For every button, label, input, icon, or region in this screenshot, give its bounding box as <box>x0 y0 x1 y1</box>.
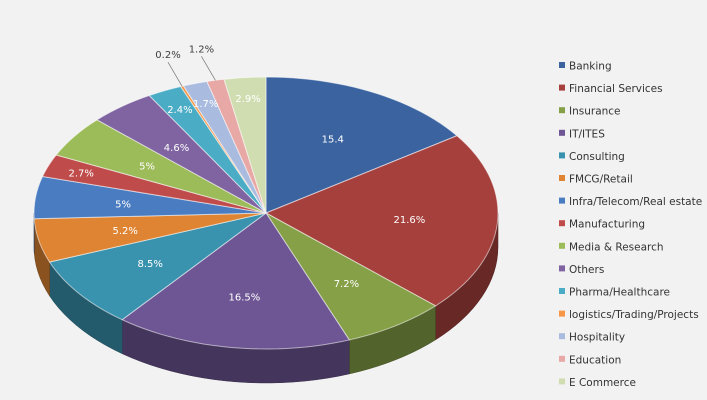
legend-item-consulting[interactable]: Consulting <box>559 151 625 163</box>
pie-side-layer <box>33 212 499 384</box>
legend-swatch <box>559 333 565 340</box>
pie-slice-infra-telecom-real-estate[interactable] <box>33 175 267 220</box>
legend-item-logistics-trading-projects[interactable]: logistics/Trading/Projects <box>559 309 699 321</box>
legend-swatch <box>559 62 565 68</box>
legend-label: Infra/Telecom/Real estate <box>569 196 702 208</box>
legend-label: E Commerce <box>569 377 636 389</box>
leader-line-logistics-trading-projects <box>167 61 183 87</box>
pie-slice-others[interactable] <box>96 94 267 214</box>
legend-item-banking[interactable]: Banking <box>559 61 612 73</box>
legend-label: Media & Research <box>569 241 664 253</box>
data-label-it-ites: 16.5% <box>229 292 261 303</box>
legend-swatch <box>559 288 565 294</box>
pie-slice-media-research[interactable] <box>55 119 267 214</box>
legend-label: Pharma/Healthcare <box>569 287 670 299</box>
legend-swatch <box>559 84 565 91</box>
data-label-hospitality: 1.7% <box>193 99 218 110</box>
data-label-logistics-trading-projects: 0.2% <box>155 50 180 61</box>
legend-label: Financial Services <box>569 83 663 95</box>
legend-item-insurance[interactable]: Insurance <box>559 106 621 118</box>
legend-swatch <box>559 265 565 272</box>
data-label-pharma-healthcare: 2.4% <box>167 105 192 116</box>
legend-swatch <box>559 197 565 204</box>
data-label-others: 4.6% <box>164 143 189 154</box>
legend-item-financial-services[interactable]: Financial Services <box>559 83 663 95</box>
legend-swatch <box>559 220 565 227</box>
legend-swatch <box>559 107 565 114</box>
pie-slice-e-commerce[interactable] <box>223 76 267 214</box>
legend-label: Others <box>569 264 604 276</box>
legend-item-e-commerce[interactable]: E Commerce <box>559 377 636 389</box>
data-label-layer: 15.4 21.6% 7.2% 16.5% 8.5% 5.2% 5% 2.7% 5% 4.6% 2.… <box>68 44 425 303</box>
pie-slice-financial-services[interactable] <box>264 135 499 307</box>
pie-slice-fmcg-retail[interactable] <box>33 212 267 263</box>
legend-label: Education <box>569 354 621 366</box>
legend-swatch <box>559 355 565 362</box>
legend-item-education[interactable]: Education <box>559 354 621 366</box>
legend-item-fmcg-retail[interactable]: FMCG/Retail <box>559 174 633 186</box>
legend-swatch <box>559 378 565 385</box>
legend-label: Manufacturing <box>569 219 645 231</box>
legend-swatch <box>559 242 565 249</box>
legend-label: logistics/Trading/Projects <box>569 309 699 321</box>
legend-item-infra-telecom-real-estate[interactable]: Infra/Telecom/Real estate <box>559 196 702 208</box>
data-label-manufacturing: 2.7% <box>68 169 93 180</box>
data-label-banking: 15.4 <box>322 134 344 145</box>
pie-slice-manufacturing[interactable] <box>41 154 267 214</box>
data-label-education: 1.2% <box>189 44 214 55</box>
data-label-infra-telecom-real-estate: 5% <box>115 199 131 210</box>
legend-item-manufacturing[interactable]: Manufacturing <box>559 219 645 231</box>
legend-label: Insurance <box>569 106 621 118</box>
legend-swatch <box>559 152 565 159</box>
legend-item-pharma-healthcare[interactable]: Pharma/Healthcare <box>559 287 670 299</box>
legend: Banking Financial Services Insurance IT/ITE… <box>559 61 702 389</box>
pie-top-layer <box>33 76 499 350</box>
pie-slice-banking[interactable] <box>265 76 458 214</box>
data-label-insurance: 7.2% <box>334 279 359 290</box>
leader-line-education <box>201 56 216 81</box>
legend-label: Hospitality <box>569 332 625 344</box>
legend-label: IT/ITES <box>569 128 605 140</box>
legend-item-it-ites[interactable]: IT/ITES <box>559 128 605 140</box>
pie-slice-insurance[interactable] <box>265 212 437 341</box>
legend-label: FMCG/Retail <box>569 174 633 186</box>
data-label-fmcg-retail: 5.2% <box>112 226 137 237</box>
pie-slice-it-ites[interactable] <box>121 212 351 350</box>
pie-slice-consulting[interactable] <box>48 212 267 321</box>
data-label-media-research: 5% <box>139 162 155 173</box>
legend-label: Consulting <box>569 151 625 163</box>
legend-swatch <box>559 129 565 136</box>
data-label-e-commerce: 2.9% <box>235 94 260 105</box>
data-label-financial-services: 21.6% <box>394 215 426 226</box>
legend-swatch <box>559 175 565 181</box>
legend-label: Banking <box>569 61 612 73</box>
legend-item-others[interactable]: Others <box>559 264 604 276</box>
legend-swatch <box>559 310 565 317</box>
legend-item-hospitality[interactable]: Hospitality <box>559 332 625 344</box>
data-label-consulting: 8.5% <box>137 259 162 270</box>
legend-item-media-research[interactable]: Media & Research <box>559 241 664 253</box>
